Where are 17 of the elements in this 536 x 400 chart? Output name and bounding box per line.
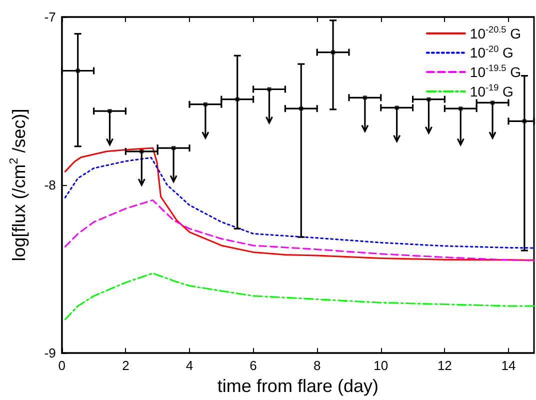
y-tick-label: -9 bbox=[44, 346, 56, 360]
x-tick-label: 14 bbox=[501, 358, 516, 373]
x-tick-label: 0 bbox=[58, 358, 66, 373]
line-series bbox=[64, 147, 535, 261]
x-axis-title: time from flare (day) bbox=[217, 376, 378, 396]
line-series bbox=[64, 272, 535, 320]
x-tick-label: 10 bbox=[374, 358, 388, 373]
x-tick-label: 4 bbox=[186, 358, 194, 373]
line-series bbox=[64, 199, 535, 262]
x-tick-label: 2 bbox=[122, 358, 130, 373]
x-tick-label: 12 bbox=[437, 358, 452, 373]
y-axis-title: log[flux (/cm2 /sec)] bbox=[8, 108, 29, 262]
x-tick-label: 8 bbox=[313, 358, 321, 373]
y-tick-label: -8 bbox=[44, 178, 56, 192]
line-series bbox=[64, 156, 535, 249]
x-tick-label: 6 bbox=[250, 358, 257, 373]
y-tick-label: -7 bbox=[44, 10, 56, 24]
